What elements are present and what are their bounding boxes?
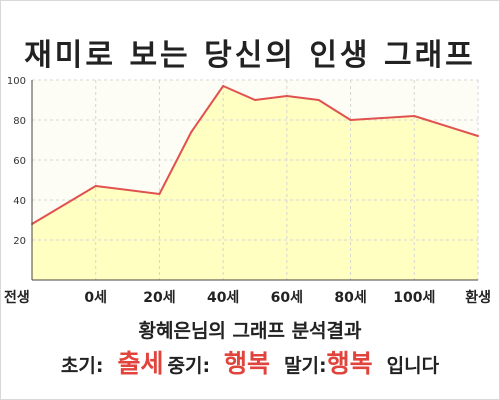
mid-label: 중기: <box>167 355 211 377</box>
analysis-heading: 황혜은님의 그래프 분석결과 <box>138 320 362 342</box>
y-tick-label-40: 40 <box>13 196 26 207</box>
y-tick-label-80: 80 <box>13 116 26 127</box>
x-tick-label-7: 환생 <box>465 289 491 306</box>
data-point-3 <box>190 131 193 133</box>
data-point-2 <box>158 193 161 195</box>
mid-value: 행복 <box>224 349 271 378</box>
page-title: 재미로 보는 당신의 인생 그래프 <box>24 38 476 73</box>
x-tick-label-5: 80세 <box>334 290 366 306</box>
data-point-6 <box>285 95 288 97</box>
x-tick-label-6: 100세 <box>393 290 435 306</box>
y-tick-label-60: 60 <box>13 156 26 167</box>
late-label: 말기: <box>284 355 327 377</box>
data-point-7 <box>317 99 320 101</box>
ending-text: 입니다 <box>386 355 440 377</box>
x-tick-label-4: 60세 <box>271 290 303 306</box>
analysis-result: 초기: 출세 중기: 행복 말기:행복 입니다 <box>0 344 500 380</box>
x-tick-label-1: 0세 <box>84 290 107 306</box>
data-point-8 <box>349 119 352 121</box>
late-value: 행복 <box>326 349 373 378</box>
x-tick-label-3: 40세 <box>207 290 239 306</box>
data-point-9 <box>413 115 416 117</box>
area-fill <box>32 86 478 280</box>
data-point-1 <box>94 185 97 187</box>
x-tick-label-0: 전생 <box>4 289 30 306</box>
early-value: 출세 <box>117 349 164 378</box>
y-tick-label-100: 100 <box>7 76 26 87</box>
data-point-5 <box>254 99 256 101</box>
early-label: 초기: <box>60 355 104 377</box>
data-point-4 <box>222 85 225 87</box>
y-tick-label-20: 20 <box>13 236 26 247</box>
data-point-10 <box>477 135 479 137</box>
x-tick-label-2: 20세 <box>143 290 175 306</box>
